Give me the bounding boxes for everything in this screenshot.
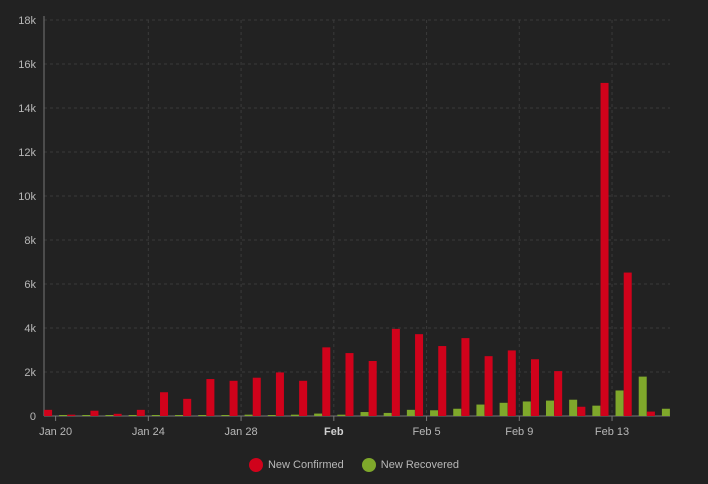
bar-new-recovered [453,408,462,416]
bar-new-confirmed [368,361,377,416]
x-tick-label: Feb 9 [505,426,533,438]
bar-new-recovered [151,415,160,416]
y-tick-label: 14k [18,103,36,115]
bars [44,82,670,417]
bar-new-confirmed [484,356,493,416]
axes [43,16,670,421]
legend-swatch-new-recovered [361,458,376,472]
x-tick-label: Feb [324,426,344,438]
legend-swatch-new-confirmed [248,458,263,472]
grid-lines [44,19,670,416]
legend-item-new-recovered[interactable]: New Recovered [361,458,460,472]
legend-label-new-recovered: New Recovered [380,459,460,471]
bar-new-confirmed [322,347,331,416]
y-tick-label: 4k [24,323,36,335]
bar-new-confirmed [623,272,632,416]
bar-new-recovered [638,376,647,416]
x-tick-label: Jan 20 [39,426,72,438]
x-tick-label: Jan 28 [225,426,258,438]
bar-new-recovered [82,415,91,416]
legend: New Confirmed New Recovered [0,458,708,472]
bar-new-confirmed [345,353,354,416]
bar-new-confirmed [275,372,284,416]
bar-new-confirmed [206,379,215,416]
bar-new-confirmed [229,380,238,416]
bar-new-recovered [406,409,415,416]
tick-labels: 0 2k 4k 6k 8k 10k 12k 14k 16k 18k Jan 20 Jan 24 Jan … [18,15,629,438]
bar-new-confirmed [646,411,655,416]
bar-new-recovered [615,390,624,416]
bar-new-recovered [105,415,114,416]
bar-new-confirmed [44,409,53,416]
bar-new-recovered [128,415,137,416]
bar-new-confirmed [136,409,145,416]
x-tick-label: Jan 24 [132,426,165,438]
x-tick-label: Feb 5 [412,426,440,438]
bar-new-confirmed [461,338,470,416]
legend-label-new-confirmed: New Confirmed [267,459,344,471]
bar-new-recovered [499,402,508,416]
y-tick-label: 2k [24,367,36,379]
bar-new-confirmed [67,414,76,416]
y-tick-label: 8k [24,235,36,247]
bar-new-confirmed [438,346,447,416]
y-tick-label: 10k [18,191,36,203]
bar-new-confirmed [391,328,400,416]
y-tick-label: 12k [18,147,36,159]
bar-new-recovered [522,401,531,416]
bar-new-confirmed [90,410,99,416]
x-tick-label: Feb 13 [595,426,629,438]
bar-new-recovered [290,414,299,416]
bar-new-recovered [545,400,554,416]
bar-new-confirmed [577,406,586,416]
y-tick-label: 6k [24,279,36,291]
y-tick-label: 18k [18,15,36,27]
bar-new-recovered [314,413,323,416]
bar-new-recovered [244,414,253,416]
bar-new-recovered [59,415,68,416]
y-tick-label: 16k [18,59,36,71]
bar-new-recovered [360,412,369,416]
bar-new-recovered [175,415,184,416]
bar-new-confirmed [600,82,609,417]
bar-new-confirmed [113,413,122,416]
y-tick-label: 0 [30,411,36,423]
bar-new-recovered [198,415,207,416]
bar-chart: 0 2k 4k 6k 8k 10k 12k 14k 16k 18k Jan 20 Jan 24 Jan … [18,15,670,438]
bar-new-recovered [383,412,392,416]
bar-new-confirmed [299,380,308,416]
bar-new-confirmed [507,350,516,416]
bar-new-recovered [267,415,276,416]
legend-item-new-confirmed[interactable]: New Confirmed [248,458,344,472]
bar-new-recovered [476,404,485,416]
bar-new-confirmed [554,371,563,416]
bar-new-confirmed [183,398,192,416]
bar-new-recovered [337,414,346,416]
bar-new-recovered [592,405,601,416]
bar-new-confirmed [530,359,539,416]
bar-new-confirmed [415,334,424,416]
bar-new-recovered [221,415,230,416]
bar-new-recovered [569,399,578,416]
bar-new-confirmed [252,377,261,416]
bar-new-confirmed [160,392,169,416]
bar-new-recovered [661,408,670,416]
bar-new-recovered [430,410,439,416]
